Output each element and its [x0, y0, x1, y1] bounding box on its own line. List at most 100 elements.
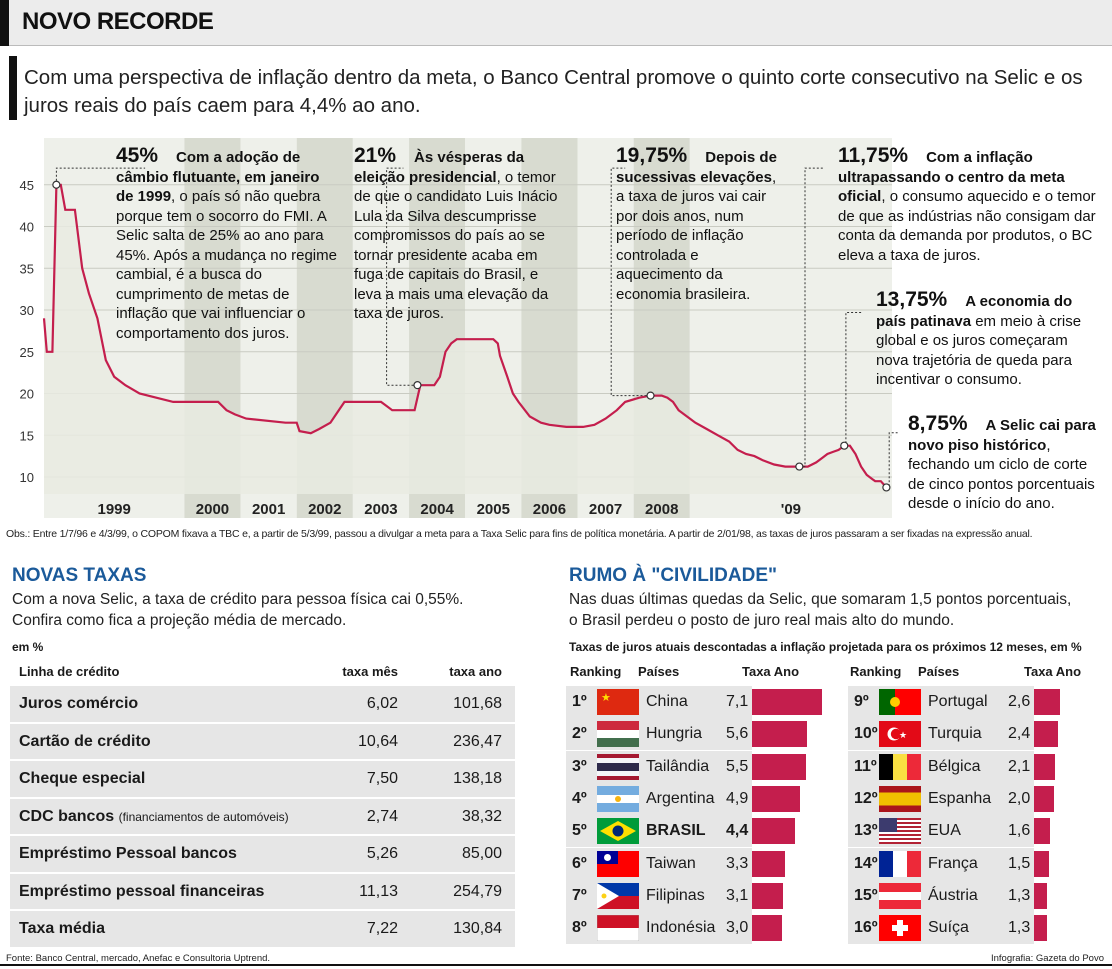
svg-text:★: ★ [899, 730, 907, 740]
belgium-flag [879, 753, 921, 780]
rate-bar [752, 882, 783, 909]
annotation-bold: A economia do país patinava [876, 293, 1073, 330]
row-ano: 85,00 [461, 845, 502, 862]
annotation-text: , a taxa de juros vai cair por dois anos… [616, 168, 777, 303]
country-name: Argentina [646, 789, 715, 807]
rank-label: 7º [572, 886, 587, 904]
year-label: 2002 [308, 501, 341, 518]
rate-bar [752, 818, 796, 845]
column-header: Ranking [570, 664, 622, 679]
y-tick-label: 20 [20, 387, 34, 402]
data-marker [795, 462, 804, 471]
usa-flag [879, 818, 921, 845]
row-mes: 7,50 [366, 770, 398, 787]
annotation-2008b: 13,75% A economia do país patinava em mei… [876, 288, 1100, 390]
table-row: Cartão de crédito 10,64 236,47 [10, 723, 515, 761]
year-label: 2007 [589, 501, 622, 518]
page-title: NOVO RECORDE [22, 8, 214, 35]
annotation-value: 45% [116, 144, 159, 167]
country-name: Áustria [928, 886, 978, 904]
data-marker [882, 483, 891, 492]
rumo-intro: Nas duas últimas quedas da Selic, que so… [569, 591, 1072, 629]
leader-line [610, 167, 651, 397]
rank-label: 13º [854, 822, 878, 840]
table-header: Linha de crédito taxa mês taxa ano [10, 658, 515, 686]
rumo-caption: Taxas de juros atuais descontadas a infl… [569, 640, 1082, 654]
leader-line [55, 167, 146, 185]
data-marker [646, 391, 655, 400]
col-header: taxa mês [342, 664, 398, 679]
rank-label: 4º [572, 789, 587, 807]
bottom-rule [0, 964, 1112, 966]
year-label: 2000 [196, 501, 229, 518]
novas-taxas-title: NOVAS TAXAS [12, 565, 147, 586]
table-row: Juros comércio 6,02 101,68 [10, 686, 515, 724]
rate-value: 3,1 [726, 886, 749, 904]
year-label: '09 [781, 501, 801, 518]
rate-bar [1034, 882, 1047, 909]
switzerland-flag [879, 915, 921, 942]
annotation-value: 21% [354, 144, 397, 167]
rate-value: 3,3 [726, 854, 749, 872]
year-label: 2008 [645, 501, 678, 518]
country-name: Tailândia [646, 757, 710, 775]
data-marker [840, 441, 849, 450]
ranking-row: 3º Tailândia 5,5 [566, 750, 836, 783]
title-accent [0, 0, 9, 46]
row-mes: 6,02 [366, 695, 398, 712]
row-label: CDC bancos [19, 807, 115, 825]
rate-value: 1,5 [1008, 854, 1031, 872]
country-name: Espanha [928, 789, 992, 807]
annotation-bold: Com a inflação ultrapassando o centro da… [838, 149, 1065, 205]
rate-bar [752, 785, 801, 812]
ranking-row: 6º Taiwan 3,3 [566, 847, 836, 880]
ranking-row: 10º ★ Turquia 2,4 [848, 718, 1112, 751]
rate-bar [1034, 818, 1050, 845]
country-name: BRASIL [646, 822, 706, 840]
row-ano: 101,68 [453, 695, 502, 712]
row-mes: 5,26 [366, 845, 398, 862]
y-tick-label: 45 [20, 178, 34, 193]
year-label: 2005 [477, 501, 510, 518]
taiwan-flag [597, 850, 639, 877]
annotation-2005: 19,75% Depois de sucessivas elevações, a … [616, 145, 786, 304]
annotation-text: , o consumo aquecido e o temor de que as… [838, 188, 1096, 264]
rumo-title: RUMO À "CIVILIDADE" [569, 565, 778, 586]
ranking-row: 16º Suíça 1,3 [848, 912, 1112, 945]
rank-label: 5º [572, 822, 587, 840]
rate-bar [752, 689, 822, 715]
country-name: Hungria [646, 725, 703, 743]
rank-label: 16º [854, 919, 878, 937]
row-ano: 130,84 [453, 920, 502, 937]
annotation-value: 8,75% [908, 412, 968, 435]
annotation-value: 11,75% [838, 144, 909, 167]
ranking-row: 11º Bélgica 2,1 [848, 750, 1112, 783]
chart-note: Obs.: Entre 1/7/96 e 4/3/99, o COPOM fix… [6, 528, 1033, 540]
data-marker [52, 180, 61, 189]
rate-bar [752, 915, 782, 942]
title-background [9, 0, 1112, 46]
column-header: Ranking [850, 664, 902, 679]
rate-value: 1,6 [1008, 822, 1031, 840]
annotation-bold: Com a adoção de câmbio flutuante, em jan… [116, 149, 320, 205]
row-mes: 10,64 [357, 732, 398, 750]
spain-flag [879, 785, 921, 812]
country-name: Portugal [928, 693, 988, 710]
portugal-flag [879, 689, 921, 715]
column-header: Taxa Ano [1024, 664, 1082, 679]
annotation-text: em meio à crise global e os juros começa… [876, 312, 1082, 389]
rank-label: 15º [854, 886, 878, 904]
unit-label: em % [12, 640, 44, 654]
source-note: Fonte: Banco Central, mercado, Anefac e … [6, 953, 271, 964]
annotation-1999: 45% Com a adoção de câmbio flutuante, em … [116, 144, 338, 343]
leader-line [799, 167, 825, 468]
annotation-bold: Às vésperas da eleição presidencial [354, 149, 525, 186]
col-header: taxa ano [449, 664, 502, 679]
country-name: EUA [928, 822, 961, 840]
table-row: Taxa média 7,22 130,84 [10, 911, 515, 949]
rate-value: 1,3 [1008, 886, 1031, 904]
col-header: Linha de crédito [19, 664, 120, 679]
rate-value: 2,6 [1008, 693, 1031, 710]
rate-bar [752, 850, 785, 877]
annotation-value: 13,75% [876, 288, 948, 311]
